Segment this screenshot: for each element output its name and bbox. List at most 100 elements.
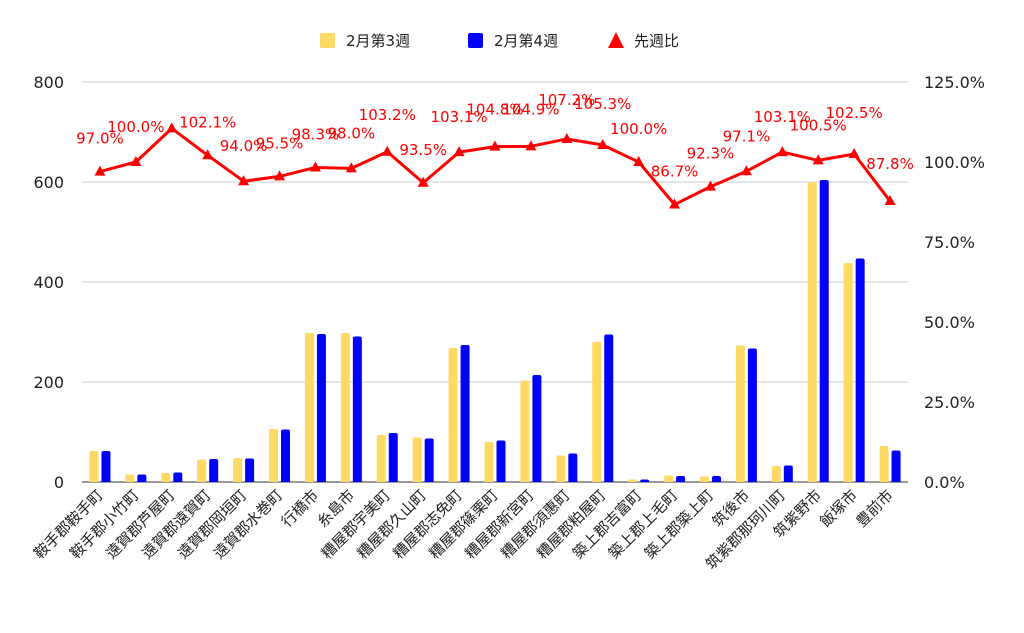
bar <box>783 465 793 482</box>
ratio-data-label: 94.0% <box>220 137 268 155</box>
bar <box>699 476 709 482</box>
ratio-point-marker <box>345 162 357 173</box>
ratio-point-marker <box>130 156 142 166</box>
bar <box>484 442 494 482</box>
bar <box>388 433 398 482</box>
bar <box>233 458 243 482</box>
bar <box>592 342 602 482</box>
category-label: 豊前市 <box>852 486 897 531</box>
ratio-point-marker <box>848 148 860 158</box>
ratio-data-label: 104.9% <box>502 100 559 118</box>
left-axis: 0 200 400 600 800 <box>33 73 64 492</box>
ratio-point-marker <box>274 170 286 181</box>
bar <box>819 180 829 482</box>
bar <box>304 333 314 482</box>
ratio-point-marker <box>561 132 573 143</box>
legend-swatch <box>320 33 335 48</box>
ratio-data-label: 97.0% <box>76 130 124 148</box>
ratio-data-label: 93.5% <box>399 141 447 159</box>
bar <box>412 437 422 482</box>
bar <box>161 473 171 482</box>
ratio-data-label: 95.5% <box>256 134 304 152</box>
gridlines <box>82 81 908 483</box>
bar <box>520 380 530 482</box>
ratio-point-marker <box>704 180 716 191</box>
ratio-point-marker <box>453 146 465 157</box>
ratio-data-label: 100.0% <box>107 118 164 136</box>
left-tick-label: 400 <box>33 273 64 292</box>
bar <box>747 348 757 482</box>
ratio-data-label: 102.1% <box>179 113 236 131</box>
bars <box>89 180 901 482</box>
bar <box>269 429 279 482</box>
right-tick-label: 125.0% <box>924 73 985 92</box>
legend-label: 2月第4週 <box>494 32 558 50</box>
ratio-data-label: 98.0% <box>328 124 376 142</box>
ratio-point-marker <box>776 146 788 157</box>
bar <box>125 474 135 482</box>
ratio-point-marker <box>238 175 250 186</box>
ratio-data-label: 105.3% <box>574 95 631 113</box>
category-label: 行橋市 <box>278 486 323 531</box>
ratio-point-marker <box>812 154 824 165</box>
bar <box>352 336 362 482</box>
ratio-data-label: 103.1% <box>430 108 487 126</box>
category-axis: 鞍手郡鞍手町鞍手郡小竹町遠賀郡芦屋町遠賀郡遠賀町遠賀郡岡垣町遠賀郡水巻町行橋市糸… <box>30 486 896 573</box>
bar <box>568 453 578 482</box>
ratio-data-label: 86.7% <box>651 163 699 181</box>
ratio-point-marker <box>94 165 106 176</box>
bar <box>807 182 817 482</box>
right-tick-label: 0.0% <box>924 473 965 492</box>
bar <box>664 475 674 482</box>
ratio-data-label: 92.3% <box>687 145 735 163</box>
legend-triangle-icon <box>608 32 624 48</box>
bar <box>101 451 111 482</box>
bar <box>855 258 865 482</box>
ratio-point-marker <box>309 161 321 172</box>
bar <box>424 438 434 482</box>
ratio-point-marker <box>669 198 681 209</box>
ratio-point-marker <box>381 145 393 156</box>
bar <box>173 472 183 482</box>
bar <box>340 333 350 482</box>
bar <box>676 476 686 482</box>
bar <box>735 345 745 482</box>
left-tick-label: 800 <box>33 73 64 92</box>
ratio-data-label: 87.8% <box>866 155 914 173</box>
bar <box>640 479 650 482</box>
ratio-data-label: 97.1% <box>723 127 771 145</box>
bar <box>460 345 470 482</box>
ratio-data-label: 98.3% <box>292 125 340 143</box>
bar <box>604 334 614 482</box>
category-label: 飯塚市 <box>816 486 861 531</box>
ratio-data-label: 100.5% <box>790 116 847 134</box>
right-tick-label: 100.0% <box>924 153 985 172</box>
bar <box>843 263 853 482</box>
ratio-data-label: 104.8% <box>466 101 523 119</box>
bar <box>879 446 889 482</box>
data-labels: 97.0%100.0% 102.1% 94.0%95.5%98.3%98.0% 103… <box>76 91 914 181</box>
ratio-point-marker <box>202 149 214 160</box>
ratio-data-label: 107.2% <box>538 91 595 109</box>
bar <box>496 440 506 482</box>
ratio-point-marker <box>884 195 896 206</box>
bar <box>771 466 781 482</box>
ratio-line <box>94 122 896 209</box>
ratio-point-marker <box>633 156 645 166</box>
bar <box>532 375 542 482</box>
ratio-line-path <box>99 126 892 207</box>
left-tick-label: 0 <box>54 473 64 492</box>
ratio-point-marker <box>597 139 609 150</box>
bar <box>448 348 458 482</box>
ratio-data-label: 102.5% <box>826 104 883 122</box>
legend-label: 先週比 <box>634 32 679 50</box>
ratio-point-marker <box>525 140 537 151</box>
ratio-point-marker <box>417 176 429 187</box>
bar <box>711 476 721 482</box>
bar <box>628 479 638 482</box>
legend-label: 2月第3週 <box>346 32 410 50</box>
bar <box>376 435 386 482</box>
legend: 2月第3週 2月第4週 先週比 <box>320 32 679 50</box>
ratio-point-marker <box>489 140 501 151</box>
